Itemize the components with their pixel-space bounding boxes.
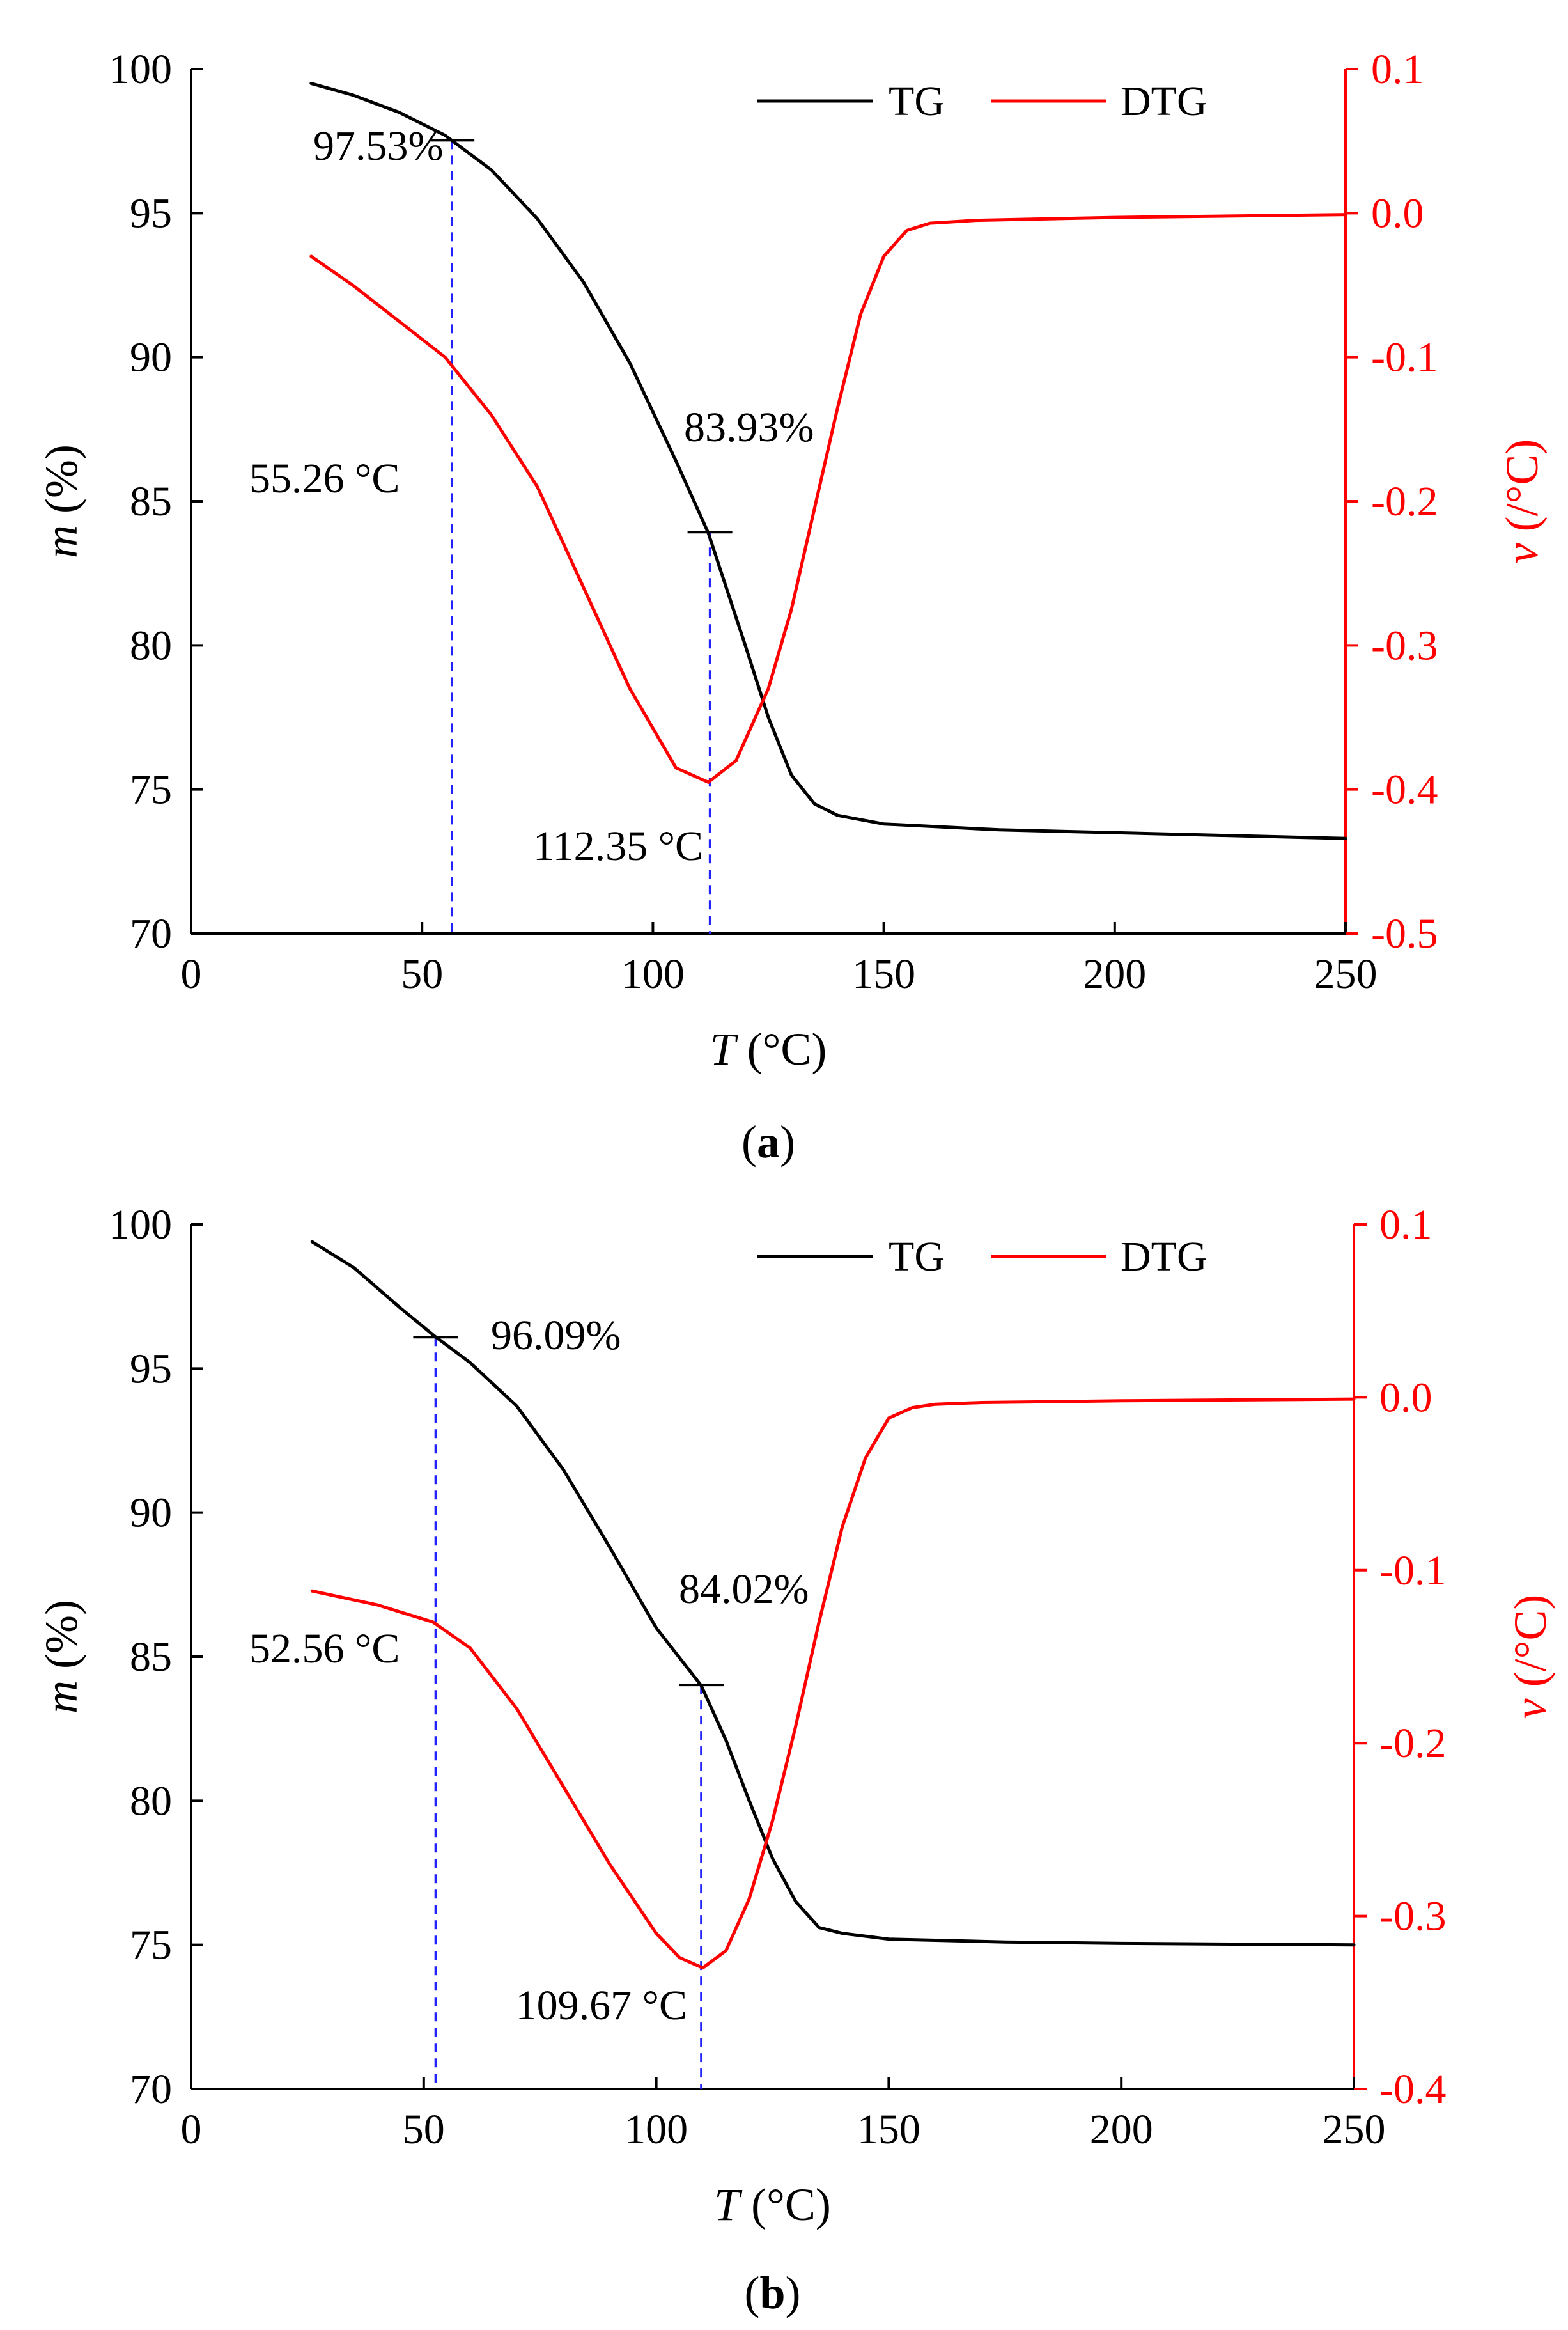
x-tick-label-b-2: 100 [625,2106,688,2153]
series-line-tg-a [309,82,1347,840]
x-tick-label-a-0: 0 [181,951,202,997]
y-right-tick-label-a-3: -0.2 [1371,478,1438,525]
annotation-b-1: 84.02% [679,1566,809,1613]
y-right-tick-label-b-4: 0.0 [1379,1374,1432,1421]
y-left-tick-label-b-0: 70 [130,2066,172,2113]
x-tick-label-a-5: 250 [1314,951,1378,997]
y-right-axis-title-b: v (/°C) [1505,1595,1556,1719]
chart-svg-b: 0 50 100 150 200 250 70 75 80 85 90 95 100 -0.4 -0.3 -0… [36,1201,1556,2318]
legend-label-tg-a: TG [889,78,945,125]
x-tick-label-b-5: 250 [1323,2106,1386,2153]
y-left-tick-label-b-2: 80 [130,1778,172,1824]
y-left-tick-label-a-5: 95 [130,190,172,237]
legend-label-tg-b: TG [889,1233,945,1280]
x-axis-title-b: T (°C) [714,2179,831,2230]
y-left-tick-label-a-3: 85 [130,478,172,525]
x-tick-label-b-0: 0 [181,2106,202,2153]
y-left-tick-label-a-0: 70 [130,911,172,957]
chart-panel-a: 0 50 100 150 200 250 70 75 80 85 90 95 100 -0.5 -0.4 -0… [36,46,1548,1168]
y-right-axis-title-a: v (/°C) [1496,439,1548,564]
series-line-tg-b [310,1240,1356,1947]
y-right-tick-label-a-4: -0.1 [1371,334,1438,381]
series-line-dtg-a [309,213,1347,784]
annotation-b-2: 52.56 °C [249,1625,400,1672]
x-tick-label-b-1: 50 [403,2106,445,2153]
y-right-tick-label-a-1: -0.4 [1371,767,1438,813]
y-right-tick-label-a-2: -0.3 [1371,622,1438,669]
y-left-axis-title-b: m (%) [36,1600,87,1714]
legend-label-dtg-b: DTG [1121,1233,1207,1280]
x-tick-label-b-3: 150 [857,2106,920,2153]
y-left-axis-title-a: m (%) [36,444,87,558]
y-right-tick-label-b-1: -0.3 [1379,1893,1446,1940]
x-axis-title-a: T (°C) [710,1024,827,1075]
x-tick-label-a-2: 100 [621,951,685,997]
y-right-tick-label-a-0: -0.5 [1371,911,1438,957]
y-left-tick-label-a-1: 75 [130,767,172,813]
legend-label-dtg-a: DTG [1121,78,1207,125]
y-left-tick-label-a-2: 80 [130,622,172,669]
y-left-tick-label-a-4: 90 [130,334,172,381]
chart-panel-b: 0 50 100 150 200 250 70 75 80 85 90 95 100 -0.4 -0.3 -0… [0,1164,1568,2330]
annotation-b-0: 96.09% [491,1312,621,1359]
x-tick-label-a-3: 150 [852,951,915,997]
y-left-tick-label-b-1: 75 [130,1922,172,1969]
y-right-tick-label-b-0: -0.4 [1379,2066,1446,2113]
x-tick-label-a-4: 200 [1083,951,1146,997]
y-left-tick-label-b-5: 95 [130,1345,172,1392]
annotation-a-3: 112.35 °C [533,823,703,870]
y-right-tick-label-b-5: 0.1 [1379,1201,1432,1248]
x-tick-label-a-1: 50 [401,951,443,997]
y-left-tick-label-a-6: 100 [109,46,172,93]
annotation-b-3: 109.67 °C [516,1982,687,2029]
annotation-a-1: 83.93% [684,404,814,451]
y-right-tick-label-a-5: 0.0 [1371,190,1424,237]
chart-svg-a: 0 50 100 150 200 250 70 75 80 85 90 95 100 -0.5 -0.4 -0… [36,46,1548,1168]
y-right-tick-label-b-2: -0.2 [1379,1720,1446,1767]
y-left-tick-label-b-3: 85 [130,1634,172,1680]
x-tick-label-b-4: 200 [1090,2106,1153,2153]
y-left-tick-label-b-4: 90 [130,1490,172,1536]
annotation-a-0: 97.53% [313,123,443,169]
panel-label-b: (b) [744,2267,800,2318]
y-right-tick-label-b-3: -0.1 [1379,1547,1446,1594]
y-right-tick-label-a-6: 0.1 [1371,46,1424,93]
panel-label-a: (a) [741,1116,795,1168]
series-line-dtg-b [310,1397,1356,1970]
annotation-a-2: 55.26 °C [249,455,400,502]
y-left-tick-label-b-6: 100 [109,1201,172,1248]
